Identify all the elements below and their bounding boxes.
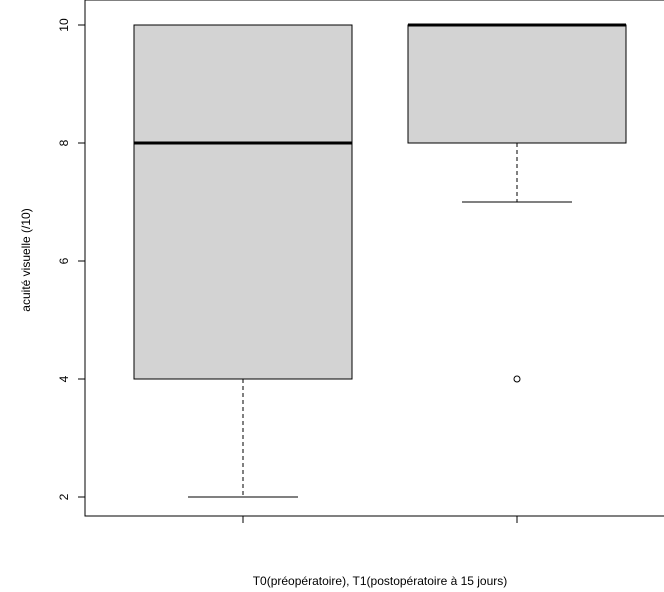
y-tick-label: 2 — [57, 493, 71, 500]
y-tick-label: 8 — [57, 139, 71, 146]
y-tick-label: 6 — [57, 257, 71, 264]
y-axis-label: acuité visuelle (/10) — [19, 208, 33, 311]
box-iqr — [133, 24, 353, 380]
y-tick-label: 10 — [57, 18, 71, 32]
box-iqr — [407, 24, 627, 144]
axes: 2 4 6 8 10 — [57, 0, 664, 523]
x-axis-label: T0(préopératoire), T1(postopératoire à 1… — [253, 574, 508, 588]
y-tick-label: 4 — [57, 375, 71, 382]
outlier-point — [513, 375, 521, 383]
plot-frame — [84, 0, 664, 517]
box-group — [407, 23, 627, 383]
box-group — [133, 24, 353, 498]
boxes — [133, 23, 627, 498]
